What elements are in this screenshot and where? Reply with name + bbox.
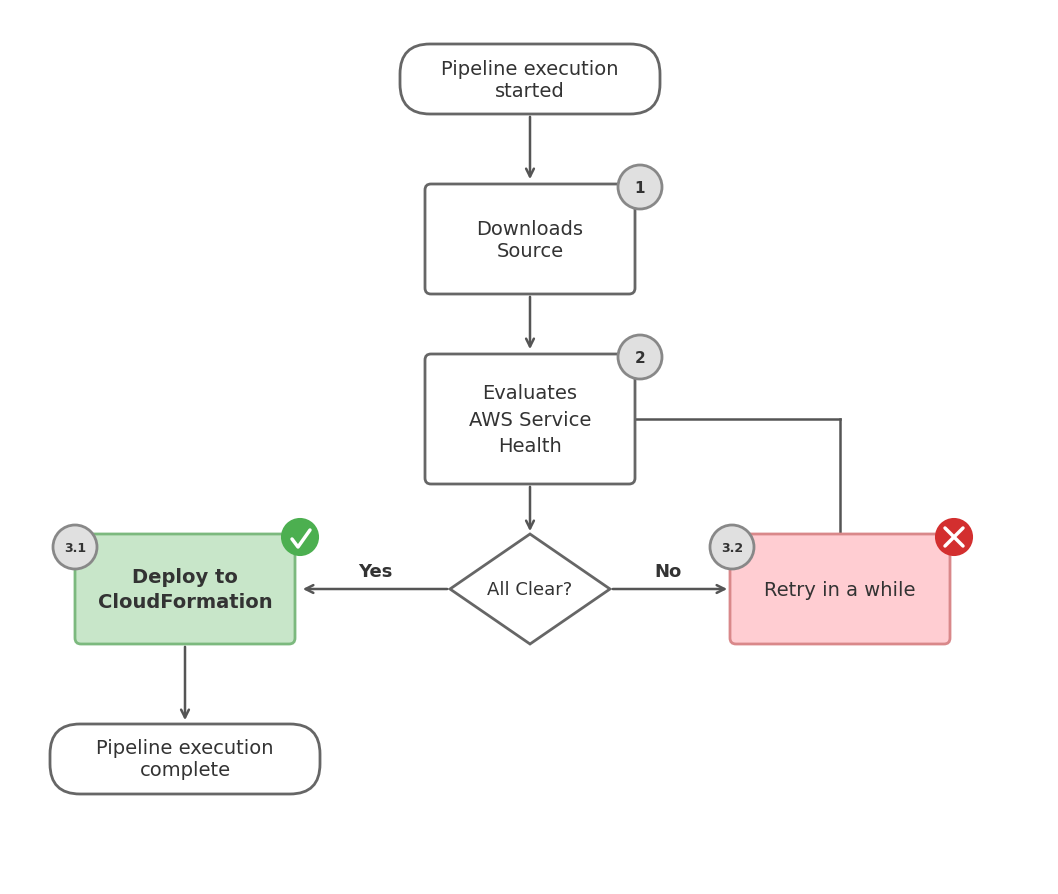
FancyBboxPatch shape bbox=[730, 535, 950, 645]
Text: 3.2: 3.2 bbox=[720, 541, 743, 554]
FancyBboxPatch shape bbox=[75, 535, 295, 645]
Circle shape bbox=[282, 519, 318, 555]
FancyBboxPatch shape bbox=[400, 45, 660, 114]
Circle shape bbox=[936, 519, 972, 555]
Circle shape bbox=[618, 335, 662, 380]
Text: All Clear?: All Clear? bbox=[488, 580, 572, 598]
Circle shape bbox=[710, 526, 754, 569]
Text: Pipeline execution
started: Pipeline execution started bbox=[441, 59, 619, 100]
Text: No: No bbox=[655, 562, 681, 580]
Text: 2: 2 bbox=[635, 350, 645, 365]
FancyBboxPatch shape bbox=[425, 355, 635, 485]
Text: Yes: Yes bbox=[358, 562, 393, 580]
Text: Evaluates
AWS Service
Health: Evaluates AWS Service Health bbox=[469, 384, 591, 455]
Text: 3.1: 3.1 bbox=[63, 541, 86, 554]
FancyBboxPatch shape bbox=[50, 724, 320, 794]
Text: Downloads
Source: Downloads Source bbox=[476, 219, 584, 260]
Circle shape bbox=[618, 165, 662, 210]
Circle shape bbox=[53, 526, 97, 569]
Text: Retry in a while: Retry in a while bbox=[764, 580, 916, 599]
Polygon shape bbox=[450, 535, 610, 645]
Text: 1: 1 bbox=[635, 181, 645, 195]
Text: Pipeline execution
complete: Pipeline execution complete bbox=[96, 738, 274, 780]
Text: Deploy to
CloudFormation: Deploy to CloudFormation bbox=[97, 568, 272, 611]
FancyBboxPatch shape bbox=[425, 185, 635, 295]
